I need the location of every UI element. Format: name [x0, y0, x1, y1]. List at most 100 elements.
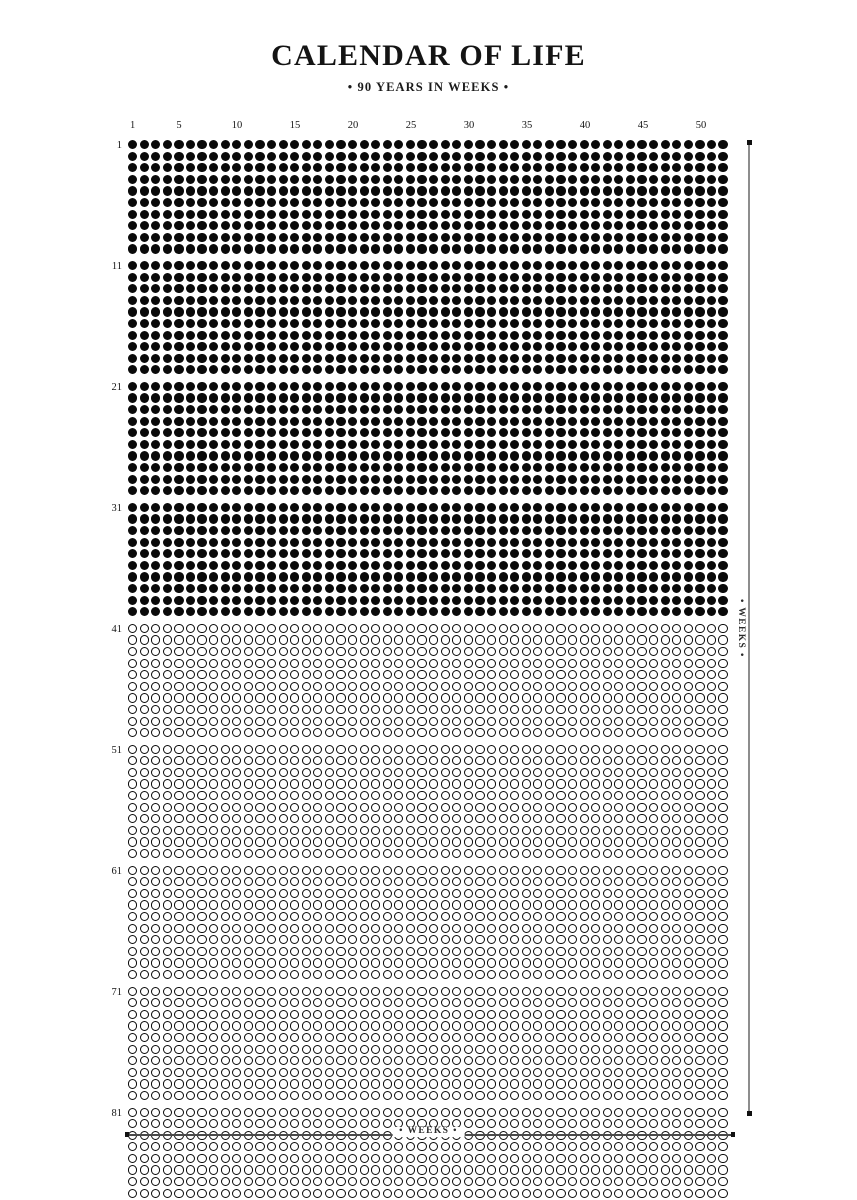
week-dot[interactable]	[220, 849, 230, 859]
week-dot[interactable]	[683, 595, 693, 605]
week-dot[interactable]	[278, 986, 288, 996]
week-dot[interactable]	[255, 163, 265, 173]
week-dot[interactable]	[602, 514, 612, 524]
week-dot[interactable]	[290, 560, 300, 570]
week-dot[interactable]	[394, 221, 404, 231]
week-dot[interactable]	[174, 381, 184, 392]
week-dot[interactable]	[151, 888, 161, 898]
week-dot[interactable]	[672, 244, 682, 254]
week-dot[interactable]	[417, 837, 427, 847]
week-dot[interactable]	[151, 221, 161, 231]
week-dot[interactable]	[463, 779, 473, 789]
week-dot[interactable]	[452, 174, 462, 184]
week-dot[interactable]	[266, 923, 277, 933]
week-dot[interactable]	[394, 814, 404, 824]
week-dot[interactable]	[174, 284, 184, 294]
week-dot[interactable]	[660, 451, 670, 461]
week-dot[interactable]	[197, 595, 207, 605]
week-dot[interactable]	[683, 140, 693, 150]
week-dot[interactable]	[614, 623, 624, 633]
week-dot[interactable]	[649, 502, 659, 512]
week-dot[interactable]	[579, 140, 589, 150]
week-dot[interactable]	[185, 381, 196, 392]
week-dot[interactable]	[266, 572, 277, 582]
week-dot[interactable]	[371, 888, 381, 898]
week-dot[interactable]	[475, 779, 485, 789]
week-dot[interactable]	[243, 756, 253, 766]
week-dot[interactable]	[452, 935, 462, 945]
week-dot[interactable]	[452, 1009, 462, 1019]
week-dot[interactable]	[185, 514, 196, 524]
week-dot[interactable]	[695, 814, 705, 824]
week-dot[interactable]	[417, 474, 427, 484]
week-dot[interactable]	[452, 1021, 462, 1031]
week-dot[interactable]	[301, 607, 311, 617]
week-dot[interactable]	[336, 474, 346, 484]
week-dot[interactable]	[290, 1067, 300, 1077]
week-dot[interactable]	[579, 607, 589, 617]
week-dot[interactable]	[683, 1177, 693, 1187]
week-dot[interactable]	[139, 1119, 149, 1129]
week-dot[interactable]	[533, 814, 543, 824]
week-dot[interactable]	[347, 865, 358, 875]
week-dot[interactable]	[382, 888, 392, 898]
week-dot[interactable]	[243, 935, 253, 945]
week-dot[interactable]	[649, 607, 659, 617]
week-dot[interactable]	[429, 502, 439, 512]
week-dot[interactable]	[475, 849, 485, 859]
week-dot[interactable]	[637, 353, 647, 363]
week-dot[interactable]	[695, 681, 705, 691]
week-dot[interactable]	[614, 595, 624, 605]
week-dot[interactable]	[614, 998, 624, 1008]
week-dot[interactable]	[695, 151, 705, 161]
week-dot[interactable]	[371, 825, 381, 836]
week-dot[interactable]	[672, 779, 682, 789]
week-dot[interactable]	[197, 681, 207, 691]
week-dot[interactable]	[382, 837, 392, 847]
week-dot[interactable]	[521, 704, 531, 715]
week-dot[interactable]	[544, 381, 554, 392]
week-dot[interactable]	[347, 969, 358, 980]
week-dot[interactable]	[197, 486, 207, 496]
week-dot[interactable]	[405, 1079, 416, 1089]
week-dot[interactable]	[359, 1079, 369, 1089]
week-dot[interactable]	[706, 1090, 717, 1101]
week-dot[interactable]	[486, 912, 497, 922]
week-dot[interactable]	[429, 900, 439, 910]
week-dot[interactable]	[718, 284, 728, 294]
week-dot[interactable]	[625, 704, 636, 715]
week-dot[interactable]	[544, 537, 554, 547]
week-dot[interactable]	[151, 1009, 161, 1019]
week-dot[interactable]	[591, 163, 601, 173]
week-dot[interactable]	[151, 595, 161, 605]
week-dot[interactable]	[185, 260, 196, 271]
week-dot[interactable]	[255, 998, 265, 1008]
week-dot[interactable]	[706, 232, 717, 242]
week-dot[interactable]	[151, 935, 161, 945]
week-dot[interactable]	[359, 1056, 369, 1066]
week-dot[interactable]	[347, 272, 358, 282]
week-dot[interactable]	[486, 877, 497, 887]
week-dot[interactable]	[660, 1142, 670, 1152]
week-dot[interactable]	[324, 405, 335, 415]
week-dot[interactable]	[602, 186, 612, 196]
week-dot[interactable]	[567, 307, 578, 317]
week-dot[interactable]	[591, 232, 601, 242]
week-dot[interactable]	[649, 756, 659, 766]
week-dot[interactable]	[429, 514, 439, 524]
week-dot[interactable]	[394, 486, 404, 496]
week-dot[interactable]	[660, 767, 670, 778]
week-dot[interactable]	[649, 658, 659, 668]
week-dot[interactable]	[556, 825, 566, 836]
week-dot[interactable]	[533, 549, 543, 559]
week-dot[interactable]	[672, 560, 682, 570]
week-dot[interactable]	[209, 814, 219, 824]
week-dot[interactable]	[128, 900, 138, 910]
week-dot[interactable]	[185, 537, 196, 547]
week-dot[interactable]	[174, 163, 184, 173]
week-dot[interactable]	[429, 681, 439, 691]
week-dot[interactable]	[290, 526, 300, 536]
week-dot[interactable]	[602, 969, 612, 980]
week-dot[interactable]	[649, 646, 659, 657]
week-dot[interactable]	[174, 514, 184, 524]
